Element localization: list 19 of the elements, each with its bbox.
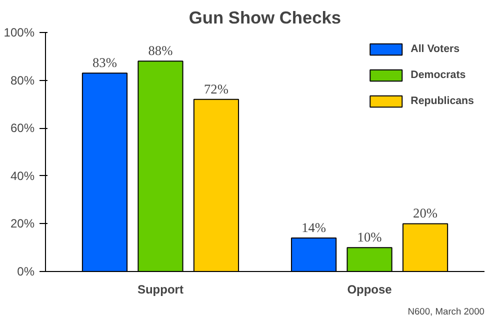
text: N600, March 2000 — [408, 306, 485, 316]
chart-title: Gun Show Checks — [188, 8, 342, 28]
data-label: 20% — [413, 206, 438, 221]
data-label: 10% — [357, 230, 382, 245]
y-tick-label: 40% — [10, 168, 35, 183]
data-label: 14% — [302, 220, 326, 236]
legend-label: Republicans — [410, 95, 474, 107]
y-tick-label: 0% — [17, 264, 35, 278]
y-tick-label: 80% — [10, 73, 35, 88]
data-label: 72% — [204, 81, 228, 96]
data-label: 88% — [148, 43, 173, 58]
legend-label: Democrats — [410, 69, 466, 81]
x-tick-label: Oppose — [347, 282, 392, 296]
y-tick-label: 60% — [10, 121, 35, 136]
data-label: 83% — [92, 55, 117, 70]
x-tick-label: Support — [137, 282, 184, 296]
y-tick-label: 100% — [4, 26, 35, 40]
y-tick-label: 20% — [10, 216, 35, 231]
legend-label: All Voters — [410, 43, 460, 55]
